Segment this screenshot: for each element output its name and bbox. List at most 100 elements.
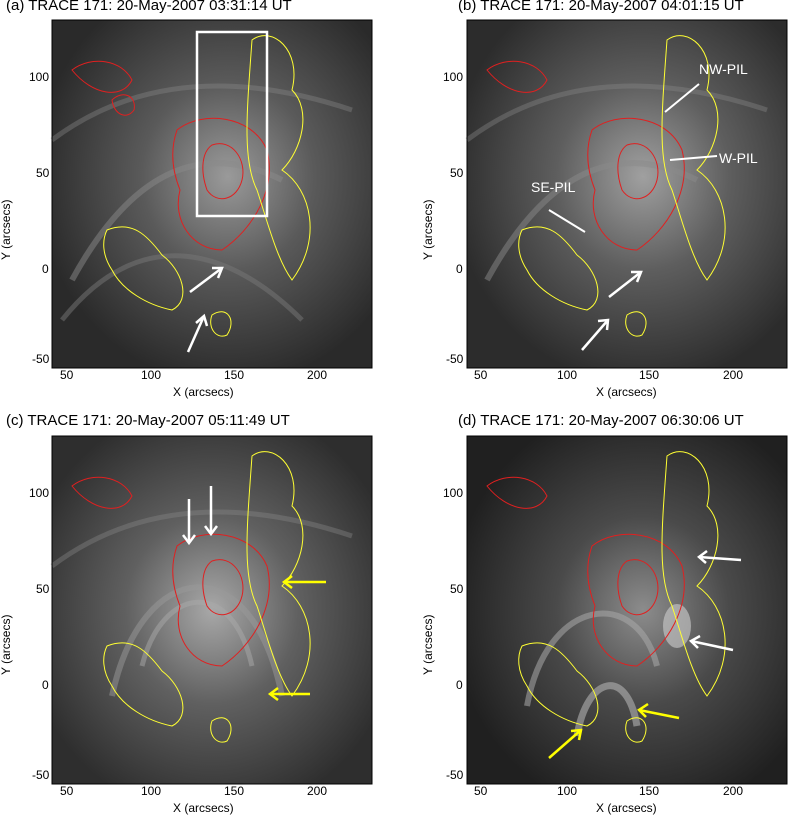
positive-polarity-contour xyxy=(210,717,232,743)
x-tick-label: 150 xyxy=(639,784,660,798)
positive-polarity-contour xyxy=(210,311,232,337)
panel-title: (d) TRACE 171: 20-May-2007 06:30:06 UT xyxy=(458,412,744,429)
solar-image-b: NW-PIL W-PIL SE-PIL xyxy=(465,19,788,369)
y-tick-label: 50 xyxy=(450,582,464,596)
negative-polarity-contour xyxy=(202,559,244,616)
coronal-loop xyxy=(50,83,353,143)
plot-frame xyxy=(51,19,373,369)
arrow-head xyxy=(267,687,279,701)
arrow-head xyxy=(182,534,196,546)
positive-polarity-contour xyxy=(518,642,599,727)
y-tick-label: 50 xyxy=(36,582,50,596)
solar-image-d xyxy=(466,435,788,785)
yellow-arrow xyxy=(548,729,582,759)
negative-polarity-contour xyxy=(71,60,133,93)
y-tick-label: 50 xyxy=(36,166,50,180)
y-tick-label: 0 xyxy=(456,678,463,692)
y-tick-label: -50 xyxy=(32,352,50,366)
negative-polarity-contour xyxy=(172,117,270,251)
positive-polarity-contour xyxy=(661,35,726,281)
se-pil-label: SE-PIL xyxy=(531,179,576,195)
panel-title: (c) TRACE 171: 20-May-2007 05:11:49 UT xyxy=(6,412,290,429)
panel-title: (a) TRACE 171: 20-May-2007 03:31:14 UT xyxy=(6,0,292,14)
negative-polarity-contour xyxy=(486,60,548,93)
coronal-loop xyxy=(50,509,353,569)
x-tick-label: 150 xyxy=(639,368,660,382)
white-arrow xyxy=(581,319,609,351)
y-tick-label: 100 xyxy=(29,70,50,84)
y-tick-label: 100 xyxy=(29,486,50,500)
region-box xyxy=(195,30,269,218)
arrow-head xyxy=(281,575,293,589)
arrow-head xyxy=(637,702,649,718)
nw-pil-pointer xyxy=(664,83,700,113)
x-tick-label: 50 xyxy=(474,784,488,798)
plot-frame xyxy=(466,435,788,785)
arrow-head xyxy=(631,270,643,283)
y-tick-label: -50 xyxy=(446,352,464,366)
arrow-head xyxy=(597,318,610,331)
negative-polarity-contour xyxy=(486,476,548,509)
y-axis-label: Y (arcsecs) xyxy=(421,614,435,675)
x-axis-label: X (arcsecs) xyxy=(173,801,234,815)
panel-title: (b) TRACE 171: 20-May-2007 04:01:15 UT xyxy=(458,0,744,14)
white-arrow xyxy=(690,639,734,652)
coronal-loop xyxy=(60,253,304,322)
plot-frame xyxy=(51,435,373,785)
negative-polarity-contour xyxy=(617,143,659,200)
arrow-head xyxy=(697,550,708,564)
negative-polarity-contour xyxy=(202,143,244,200)
white-arrow xyxy=(189,267,223,293)
white-arrow xyxy=(698,555,742,562)
y-tick-label: 50 xyxy=(450,166,464,180)
x-axis-label: X (arcsecs) xyxy=(173,385,234,399)
x-tick-label: 50 xyxy=(60,368,74,382)
x-tick-label: 200 xyxy=(723,784,744,798)
negative-polarity-contour xyxy=(172,533,270,667)
x-tick-label: 100 xyxy=(141,368,162,382)
arrow-head xyxy=(570,728,583,741)
x-tick-label: 150 xyxy=(224,368,245,382)
negative-polarity-contour xyxy=(617,559,659,616)
white-arrow xyxy=(608,271,642,298)
positive-polarity-contour xyxy=(625,717,647,743)
x-axis-label: X (arcsecs) xyxy=(596,385,657,399)
solar-image-c xyxy=(50,435,373,785)
x-axis-label: X (arcsecs) xyxy=(596,801,657,815)
w-pil-pointer xyxy=(669,155,718,161)
coronal-loop xyxy=(465,83,768,143)
y-tick-label: 0 xyxy=(42,678,49,692)
plot-frame xyxy=(466,19,788,369)
white-arrow xyxy=(186,315,206,353)
negative-polarity-contour xyxy=(587,117,685,251)
x-tick-label: 100 xyxy=(557,784,578,798)
y-axis-label: Y (arcsecs) xyxy=(0,614,13,675)
coronal-loop xyxy=(484,160,699,282)
negative-polarity-contour xyxy=(71,476,133,509)
coronal-loop xyxy=(109,584,285,697)
y-axis-label: Y (arcsecs) xyxy=(421,199,435,260)
positive-polarity-contour xyxy=(625,311,647,337)
negative-polarity-contour xyxy=(587,533,685,667)
positive-polarity-contour xyxy=(518,226,599,311)
positive-polarity-contour xyxy=(661,451,726,697)
x-tick-label: 50 xyxy=(474,368,488,382)
coronal-loop xyxy=(524,610,660,707)
positive-polarity-contour xyxy=(103,226,184,311)
y-axis-label: Y (arcsecs) xyxy=(0,199,13,260)
bright-patch xyxy=(663,604,691,648)
arrow-head xyxy=(688,634,701,649)
yellow-arrow xyxy=(638,708,680,720)
positive-polarity-contour xyxy=(246,35,311,281)
image-background xyxy=(467,20,787,368)
arrow-head xyxy=(195,313,209,327)
se-pil-pointer xyxy=(548,209,586,233)
solar-image-a xyxy=(50,19,373,369)
y-tick-label: -50 xyxy=(32,768,50,782)
x-tick-label: 100 xyxy=(557,368,578,382)
negative-polarity-contour xyxy=(111,94,135,116)
image-background xyxy=(467,436,787,784)
y-tick-label: -50 xyxy=(446,768,464,782)
y-tick-label: 0 xyxy=(456,262,463,276)
nw-pil-label: NW-PIL xyxy=(699,61,748,77)
